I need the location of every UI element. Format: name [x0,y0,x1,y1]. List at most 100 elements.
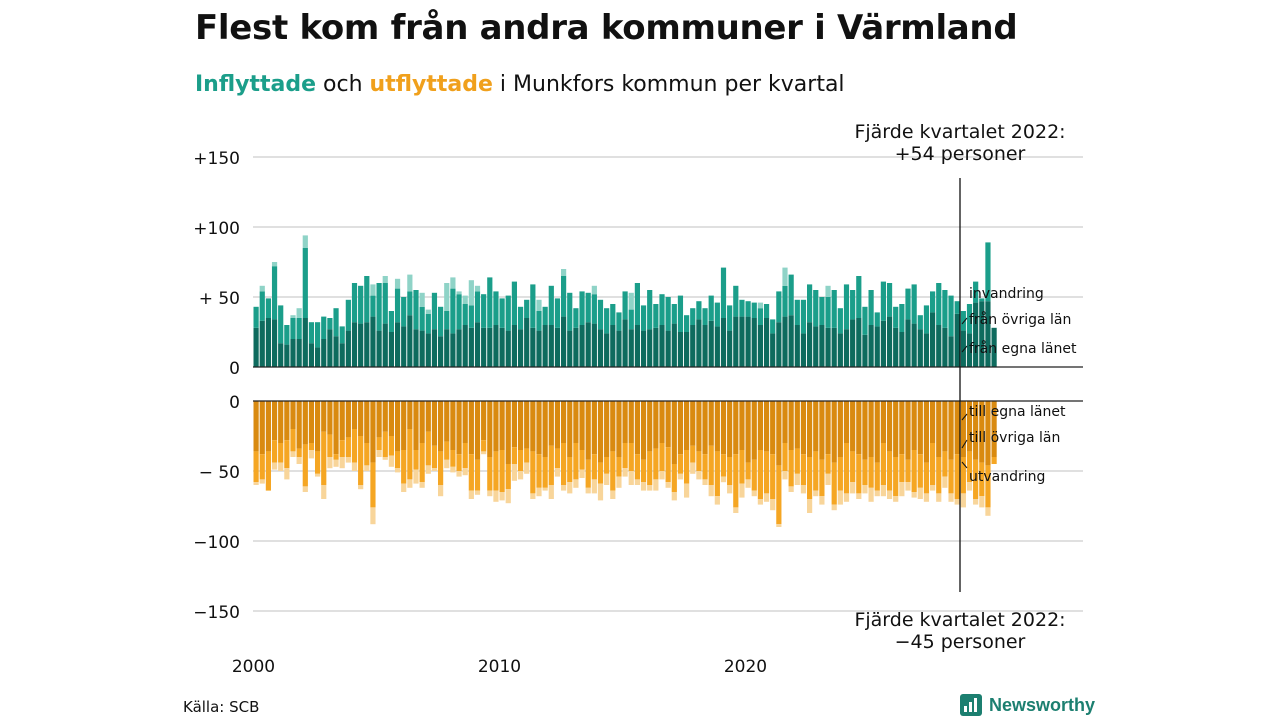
bar-segment-utvandring [585,487,591,494]
y-tick-label: + 50 [199,289,240,309]
bar-segment-till-egna-länet [659,401,665,443]
bar-segment-till-övriga-län [770,454,776,499]
bar-segment-till-övriga-län [936,457,942,494]
bar-segment-invandring [382,276,388,283]
bar-segment-från-övriga-län [351,283,358,323]
bar-segment-utvandring [290,451,296,457]
bar-segment-från-övriga-län [468,305,474,328]
bar-segment-till-övriga-län [714,451,720,497]
outflow-bars [253,401,997,527]
bar-segment-utvandring [886,490,893,499]
bar-segment-till-övriga-län [886,451,893,491]
bar-segment-till-övriga-län [444,441,450,460]
bar-segment-från-egna-länet [456,329,462,367]
bar-segment-från-egna-länet [573,327,579,367]
bar-segment-utvandring [954,499,960,505]
bar-segment-från-övriga-län [733,285,739,317]
y-tick-label: 0 [229,393,240,413]
bar-segment-från-egna-länet [733,316,739,367]
bar-segment-till-övriga-län [825,454,831,474]
bar-segment-till-egna-länet [579,401,585,450]
bar-segment-från-övriga-län [579,291,585,325]
bar-segment-till-egna-länet [647,401,653,452]
bar-segment-från-övriga-län [278,305,284,344]
bar-segment-till-övriga-län [524,448,530,463]
bar-segment-till-övriga-län [487,457,493,491]
bar-segment-till-egna-länet [481,401,487,441]
bar-segment-från-övriga-län [923,305,930,334]
bar-segment-till-övriga-län [419,443,425,483]
bar-segment-till-egna-länet [640,401,647,460]
bar-segment-från-egna-länet [265,318,271,367]
bar-segment-till-egna-länet [911,401,917,450]
bar-segment-från-övriga-län [893,306,899,328]
bar-segment-från-egna-länet [499,327,505,367]
bar-segment-från-övriga-län [591,294,597,324]
bar-segment-till-övriga-län [745,462,751,480]
bar-segment-till-egna-länet [431,401,438,446]
bar-segment-utvandring [499,492,505,501]
bar-segment-till-övriga-län [548,445,554,485]
bar-segment-utvandring [296,457,302,464]
bar-segment-från-övriga-län [456,294,462,330]
bar-segment-från-övriga-län [394,288,401,323]
bar-segment-till-egna-länet [960,401,966,457]
bar-segment-till-övriga-län [671,464,677,492]
bar-segment-till-övriga-län [917,454,923,488]
bar-segment-från-övriga-län [333,308,339,337]
bar-segment-utvandring [321,485,327,499]
bar-segment-från-egna-länet [321,339,327,367]
bar-segment-till-egna-länet [616,401,622,457]
bar-segment-till-egna-länet [634,401,640,455]
bar-segment-utvandring [345,457,351,463]
bar-segment-till-övriga-län [567,457,573,483]
x-tick-label: 2000 [232,657,275,677]
bar-segment-från-övriga-län [413,290,419,330]
bar-segment-från-egna-länet [745,316,751,367]
bar-segment-från-övriga-län [899,304,905,332]
bar-segment-från-övriga-län [376,283,382,331]
bar-segment-från-egna-länet [530,327,536,367]
bar-segment-till-egna-länet [751,401,757,460]
bar-segment-från-övriga-län [819,297,825,325]
bar-segment-utvandring [548,485,554,499]
bar-segment-invandring [450,277,456,289]
bar-segment-utvandring [616,476,622,488]
bar-segment-från-övriga-län [616,312,622,331]
bar-segment-utvandring [425,465,431,474]
bar-segment-till-övriga-län [376,437,382,450]
leader-fran-egna-lanet [961,345,968,353]
bar-segment-till-övriga-län [776,465,782,525]
bar-segment-till-övriga-län [831,462,837,505]
bar-segment-från-övriga-län [604,308,610,334]
bar-segment-utvandring [431,468,438,471]
bar-segment-till-egna-länet [271,401,278,441]
bar-segment-till-egna-länet [321,401,327,432]
bar-segment-från-övriga-län [942,290,948,328]
bar-segment-invandring [462,295,468,304]
bar-segment-invandring [394,278,401,289]
bar-segment-till-egna-länet [936,401,942,457]
bar-segment-utvandring [561,485,567,491]
bar-segment-till-övriga-län [407,429,413,480]
bar-segment-från-övriga-län [708,295,714,321]
bar-segment-till-övriga-län [351,429,358,463]
bar-segment-till-övriga-län [450,450,456,467]
bar-segment-från-övriga-län [585,292,591,323]
bar-segment-utvandring [315,473,321,477]
bar-segment-från-övriga-län [253,306,259,328]
bar-segment-utvandring [868,487,874,502]
bar-segment-från-övriga-län [966,304,973,334]
bar-segment-till-egna-länet [819,401,825,460]
bar-segment-till-egna-länet [880,401,886,443]
bar-segment-till-egna-länet [850,401,856,452]
bar-segment-till-övriga-län [511,447,517,464]
bar-segment-till-egna-länet [567,401,573,457]
bar-segment-från-övriga-län [745,301,751,317]
bar-segment-från-egna-länet [850,319,856,367]
bar-segment-invandring [591,285,597,295]
bar-segment-utvandring [407,479,413,488]
bar-segment-invandring [271,262,278,267]
bar-segment-utvandring [401,483,407,492]
bar-segment-till-övriga-län [880,443,886,485]
